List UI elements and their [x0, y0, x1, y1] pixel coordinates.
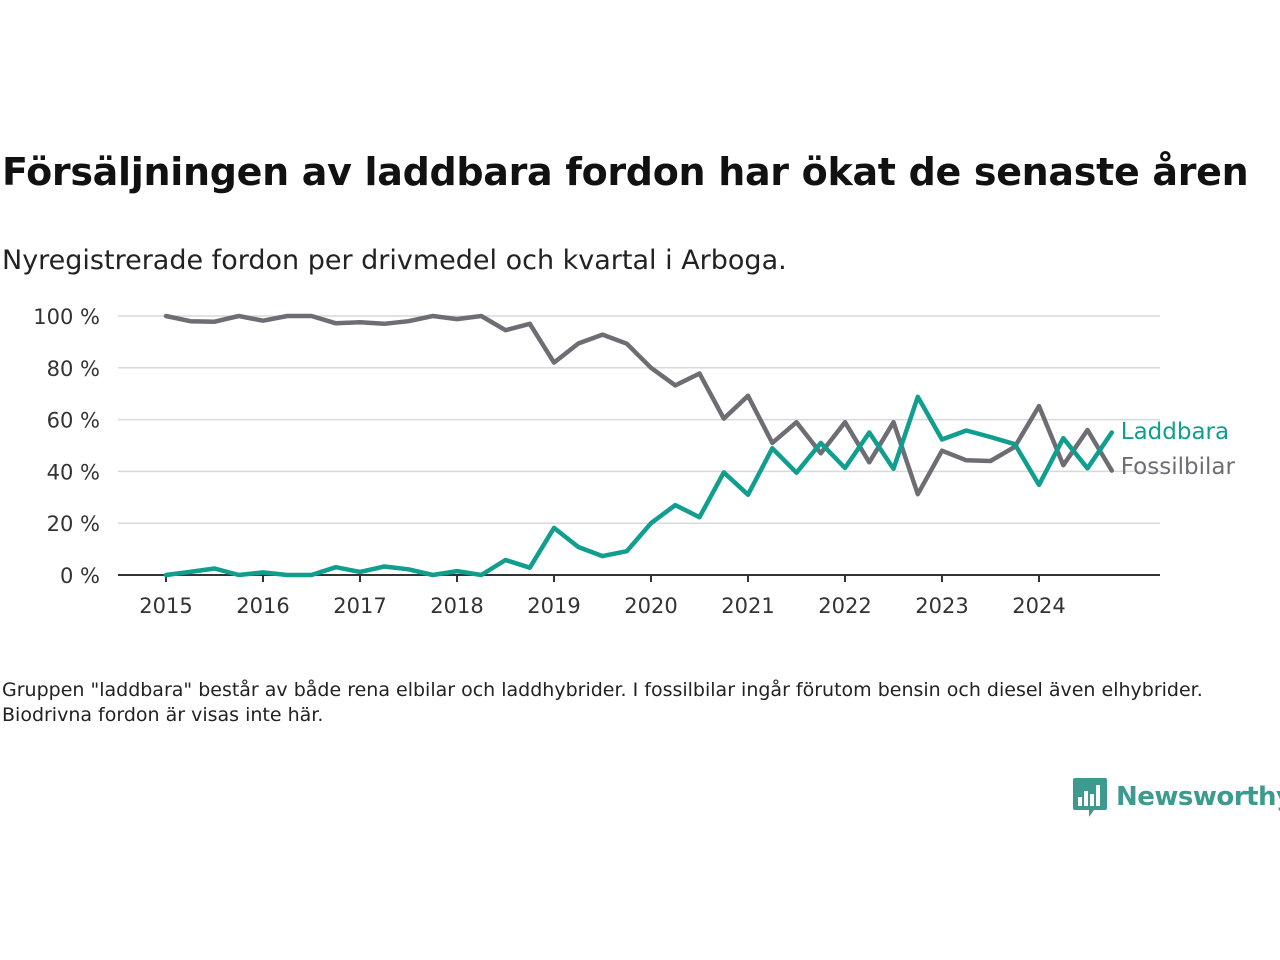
series-label-laddbara: Laddbara: [1121, 419, 1229, 445]
x-tick-label: 2015: [139, 594, 192, 618]
x-tick-label: 2017: [333, 594, 386, 618]
grid-layer: [118, 315, 1160, 524]
y-tick-label: 60 %: [47, 409, 100, 433]
x-tick-label: 2019: [527, 594, 580, 618]
logo-text: Newsworthy: [1116, 782, 1280, 812]
x-tick-label: 2016: [236, 594, 289, 618]
x-axis: 2015 2016 2017 2018 2019 2020 2021 2022 2023 2024: [118, 574, 1160, 618]
x-tick-label: 2024: [1012, 594, 1065, 618]
line-chart: 0 %20 %40 %60 %80 %100 % 2015 2016 2017 201…: [33, 305, 1236, 618]
chart-footnote: Gruppen "laddbara" består av både rena e…: [2, 679, 1203, 726]
series-layer: [163, 313, 1115, 578]
series-label-fossilbilar: Fossilbilar: [1121, 454, 1236, 480]
y-tick-label: 0 %: [60, 564, 100, 588]
y-tick-label: 40 %: [47, 460, 100, 484]
x-tick-label: 2023: [915, 594, 968, 618]
chart-subtitle: Nyregistrerade fordon per drivmedel och …: [2, 245, 787, 276]
y-tick-label: 20 %: [47, 512, 100, 536]
x-tick-label: 2021: [721, 594, 774, 618]
x-tick-label: 2020: [624, 594, 677, 618]
x-tick-label: 2022: [818, 594, 871, 618]
x-tick-label: 2018: [430, 594, 483, 618]
series-labels: Laddbara Fossilbilar: [1121, 419, 1236, 480]
chart-title: Försäljningen av laddbara fordon har öka…: [2, 150, 1249, 194]
series-line-laddbara: [163, 394, 1115, 578]
series-line-fossilbilar: [163, 313, 1115, 497]
newsworthy-logo: Newsworthy: [1072, 776, 1280, 818]
y-axis: 0 % 20 % 40 % 60 % 80 % 100 %: [33, 305, 100, 588]
y-tick-label: 100 %: [33, 305, 100, 329]
chart-bubble-icon: [1073, 778, 1107, 817]
y-tick-label: 80 %: [47, 357, 100, 381]
